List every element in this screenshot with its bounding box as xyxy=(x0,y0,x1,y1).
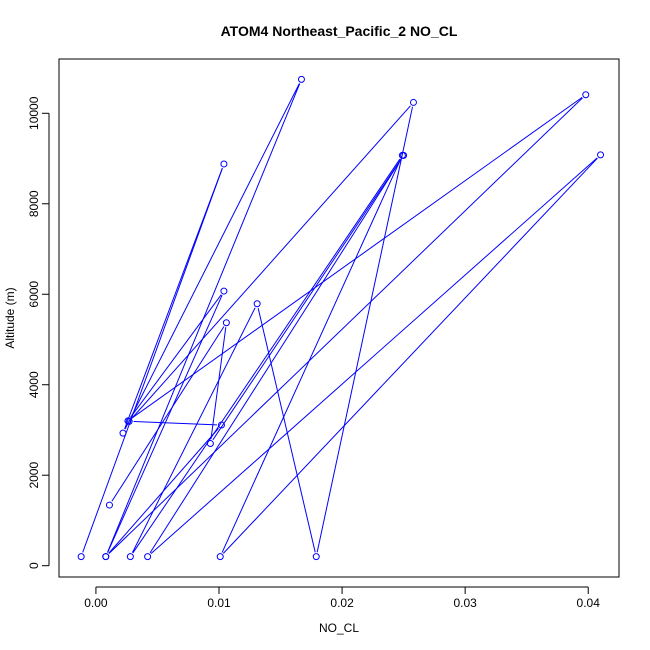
data-point xyxy=(597,151,605,159)
data-point xyxy=(222,319,230,327)
series-line-segment xyxy=(150,157,598,555)
y-tick-label: 4000 xyxy=(27,371,41,398)
series-line-segment xyxy=(131,105,411,419)
data-point xyxy=(216,553,224,561)
series-line-segment xyxy=(133,421,217,426)
x-tick-label: 0.01 xyxy=(207,596,231,610)
data-point xyxy=(220,160,228,168)
data-point xyxy=(102,553,110,561)
y-tick-label: 10000 xyxy=(27,96,41,130)
x-tick-label: 0.03 xyxy=(453,596,477,610)
series-line-segment xyxy=(131,96,583,419)
y-tick-label: 2000 xyxy=(27,462,41,489)
series-line-segment xyxy=(316,106,414,553)
x-tick-label: 0.00 xyxy=(84,596,108,610)
data-point xyxy=(253,300,261,308)
x-axis: 0.00 0.01 0.02 0.03 0.04 xyxy=(84,586,601,610)
series-line-segment xyxy=(212,158,402,441)
data-point xyxy=(400,151,408,159)
data-point xyxy=(119,429,127,437)
data-point xyxy=(217,421,225,429)
series-line-segment xyxy=(221,159,401,553)
data-point xyxy=(105,501,113,509)
y-tick-label: 6000 xyxy=(27,281,41,308)
data-point xyxy=(297,75,305,83)
series-line-segment xyxy=(124,83,300,430)
series-line-segment xyxy=(222,157,598,554)
x-axis-label: NO_CL xyxy=(319,621,359,635)
data-point xyxy=(582,91,590,99)
series-line-segment xyxy=(210,327,227,440)
data-point xyxy=(206,440,214,448)
data-series xyxy=(77,75,605,561)
data-point xyxy=(409,98,417,106)
y-axis: 0 2000 4000 6000 8000 10000 xyxy=(27,96,50,569)
series-line-segment xyxy=(108,97,583,554)
data-point xyxy=(125,417,133,425)
data-point xyxy=(126,553,134,561)
series-line-segment xyxy=(130,294,222,418)
series-line-segment xyxy=(82,168,223,553)
series-line-segment xyxy=(111,326,225,502)
series-line-segment xyxy=(149,158,402,554)
data-point xyxy=(312,553,320,561)
series-line-segment xyxy=(257,308,316,553)
y-tick-label: 0 xyxy=(27,562,41,569)
series-line-segment xyxy=(132,158,401,554)
y-tick-label: 8000 xyxy=(27,190,41,217)
chart-title: ATOM4 Northeast_Pacific_2 NO_CL xyxy=(221,23,458,39)
x-tick-label: 0.02 xyxy=(330,596,354,610)
x-tick-label: 0.04 xyxy=(577,596,601,610)
data-point xyxy=(77,553,85,561)
series-line-segment xyxy=(124,167,223,430)
plot-area-frame xyxy=(58,58,620,578)
data-point xyxy=(220,287,228,295)
series-line-segment xyxy=(131,307,256,553)
data-point xyxy=(144,553,152,561)
y-axis-label: Altitude (m) xyxy=(3,287,17,348)
